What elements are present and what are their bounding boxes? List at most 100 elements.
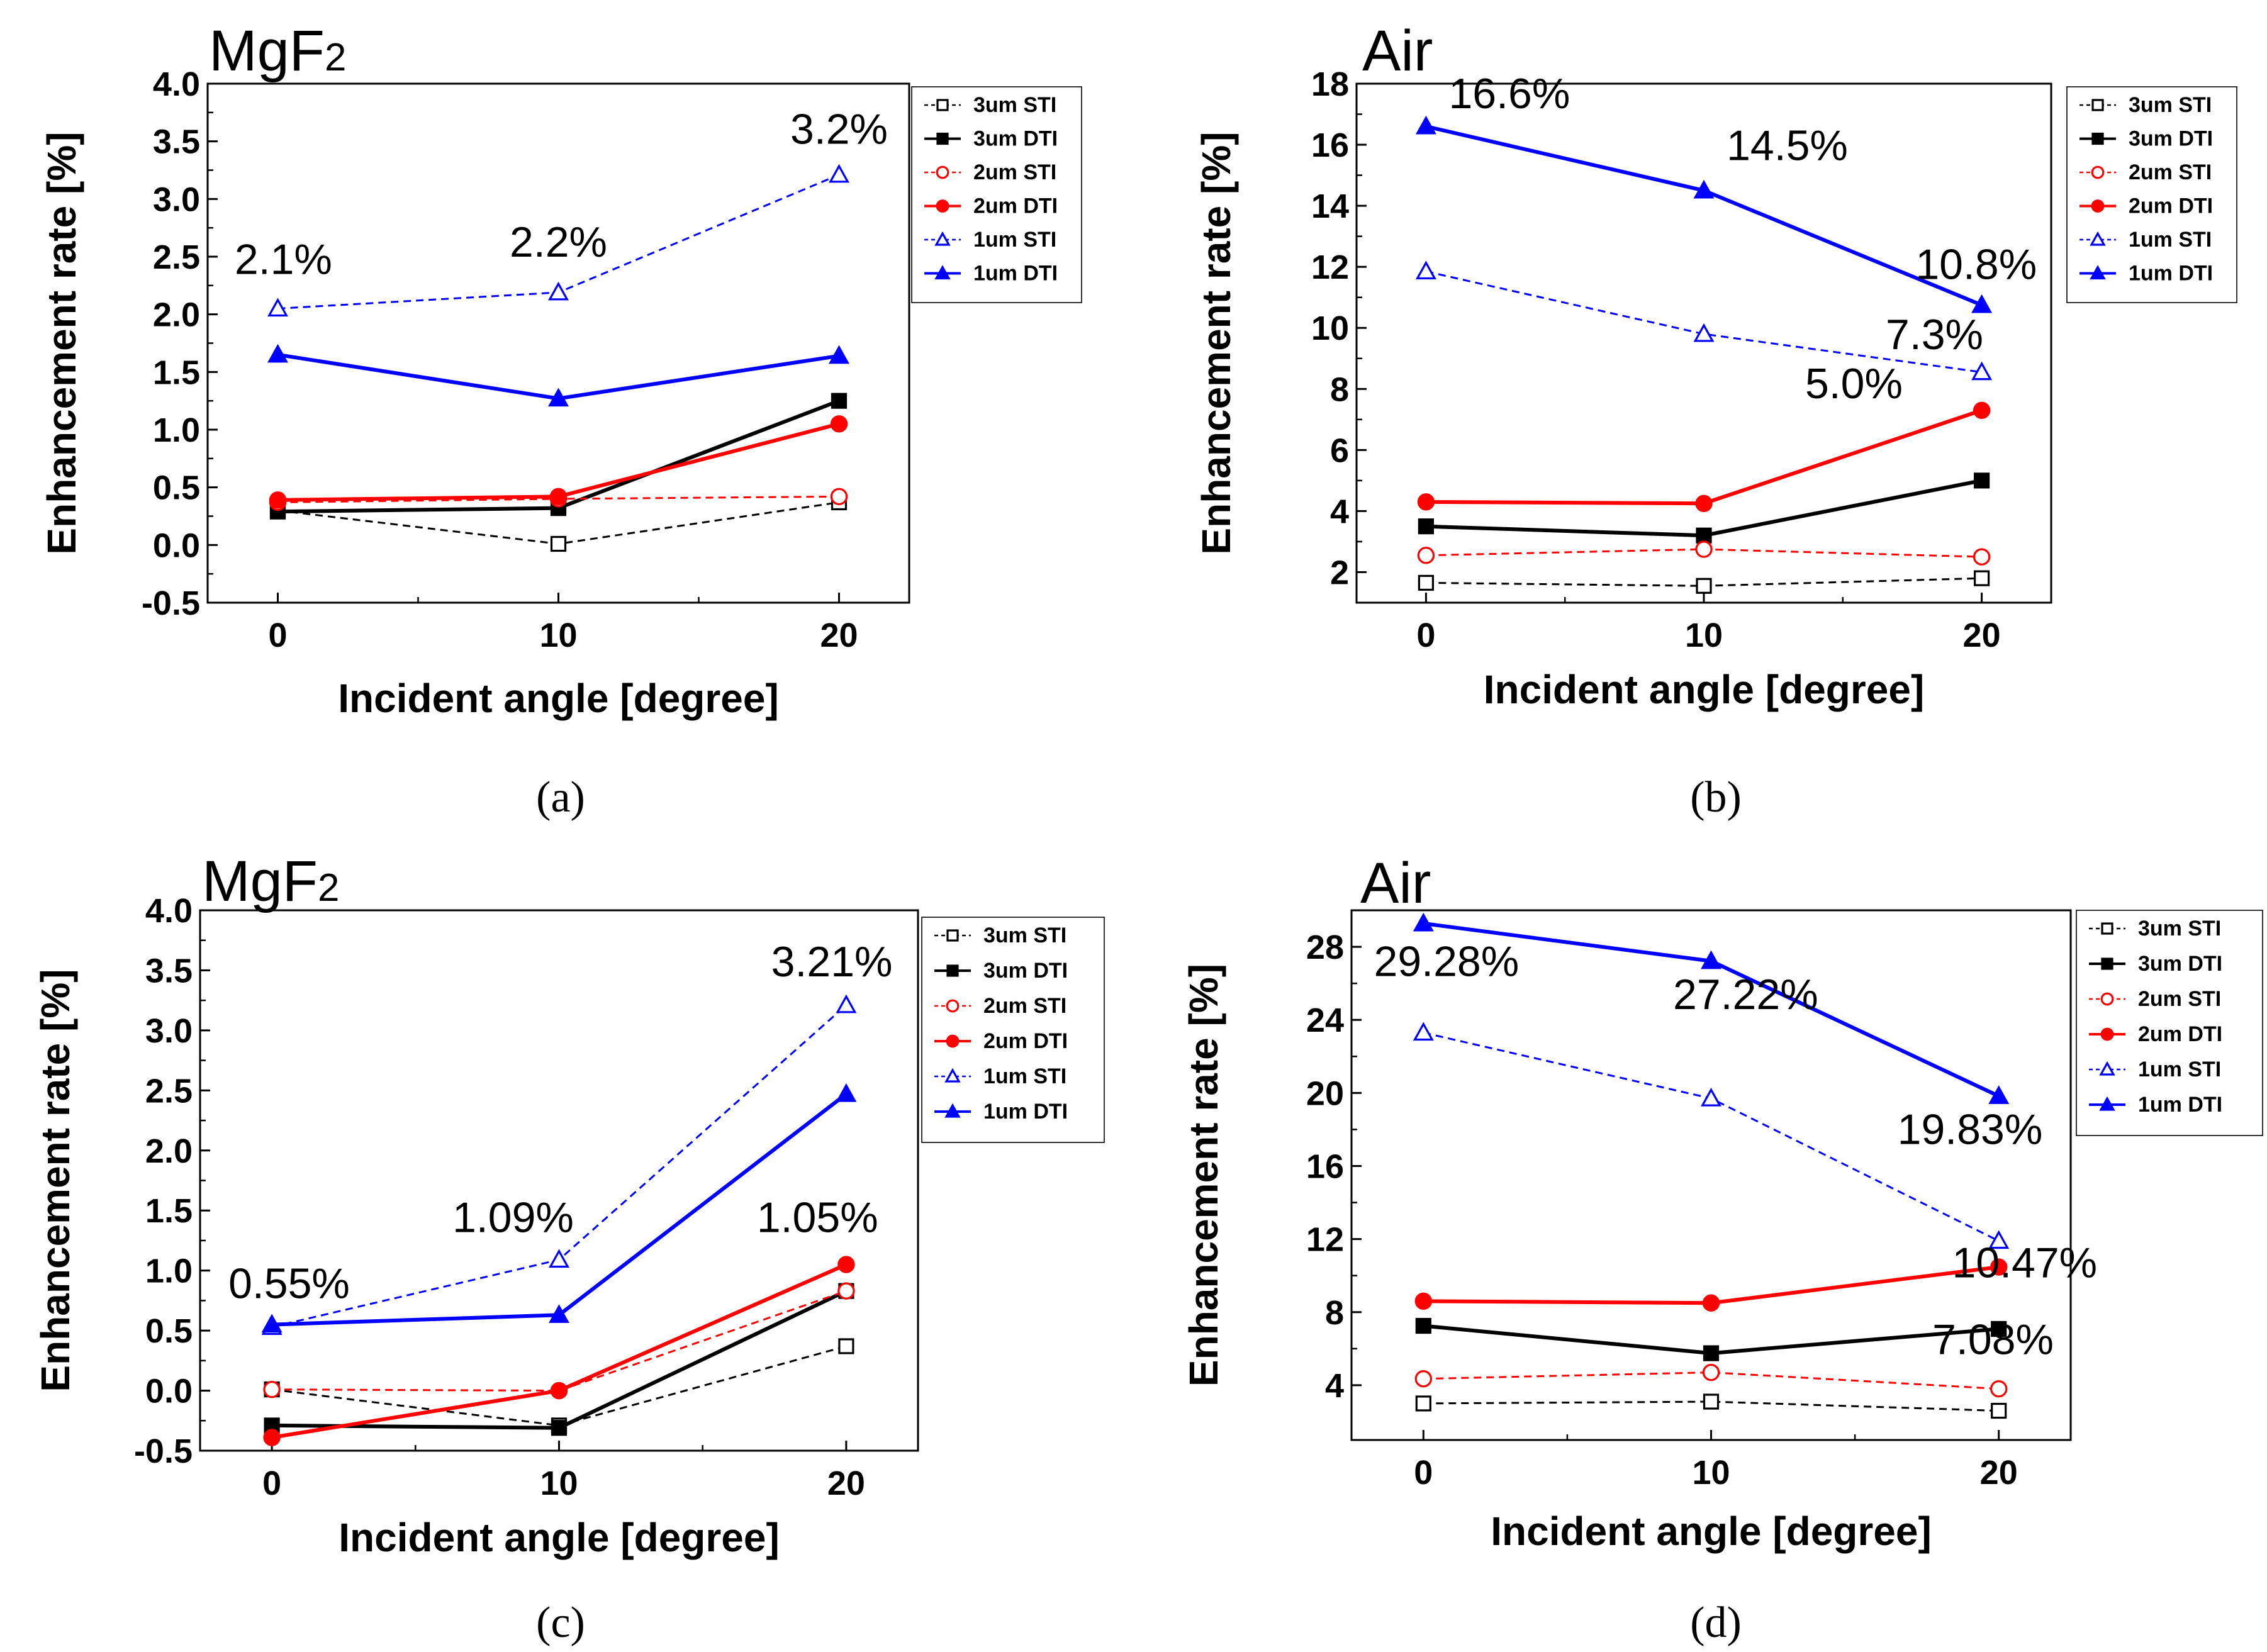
value-annotation: 19.83% — [1898, 1106, 2043, 1154]
data-point — [267, 298, 288, 317]
data-point — [263, 1429, 281, 1446]
data-point — [1413, 1022, 1434, 1041]
y-tick-label: 16 — [1311, 126, 1349, 164]
data-point — [1417, 547, 1435, 564]
data-point — [1696, 578, 1712, 594]
panel-caption: (a) — [536, 773, 585, 822]
series-1um-dti — [261, 1083, 857, 1333]
chart-title-subscript: 2 — [325, 36, 346, 79]
data-point — [549, 1304, 569, 1323]
value-annotation: 1.05% — [757, 1194, 878, 1242]
y-tick-label: 3.5 — [145, 952, 193, 990]
data-point — [1973, 548, 1991, 566]
chart-title-main: MgF — [209, 19, 325, 83]
data-point — [1703, 1393, 1720, 1410]
series-line — [1426, 270, 1982, 374]
series-3um-dti — [1418, 472, 1990, 544]
data-point — [829, 164, 849, 183]
data-point — [836, 1083, 857, 1102]
legend-label: 2um DTI — [983, 1029, 1068, 1053]
panel-caption: (b) — [1690, 773, 1742, 822]
legend-marker — [2100, 992, 2114, 1006]
y-axis-label: Enhancement rate [%] — [39, 131, 84, 554]
y-tick-label: 16 — [1306, 1147, 1344, 1185]
value-annotation: 16.6% — [1448, 70, 1570, 118]
y-tick-label: 1.5 — [153, 354, 200, 391]
legend-label: 3um STI — [2138, 917, 2221, 940]
panel-caption: (d) — [1690, 1599, 1742, 1647]
data-point — [263, 1380, 281, 1398]
y-tick-label: 1.0 — [145, 1253, 193, 1290]
y-tick-label: 1.5 — [145, 1192, 193, 1230]
x-tick-label: 20 — [827, 1465, 865, 1502]
chart-panel-c: -0.5 0.0 0.5 1.0 1.5 2.0 2.5 3.0 3.5 4.0 0 10 20 Inci… — [33, 849, 1105, 1647]
legend-label: 1um DTI — [973, 262, 1058, 286]
legend-marker — [946, 929, 959, 942]
data-point — [1417, 493, 1435, 511]
y-tick-label: 14 — [1311, 187, 1349, 225]
data-point — [1693, 323, 1715, 342]
value-annotation: 2.1% — [235, 236, 332, 284]
y-tick-label: 0.0 — [145, 1373, 193, 1410]
series-3um-dti — [1415, 1317, 2007, 1361]
legend-marker — [2101, 922, 2113, 935]
value-annotation: 7.3% — [1886, 311, 1983, 359]
value-annotation: 3.2% — [790, 105, 888, 153]
series-line — [1423, 1400, 1999, 1412]
y-tick-label: 18 — [1311, 65, 1349, 103]
data-point — [1988, 1230, 2010, 1249]
y-tick-label: 24 — [1306, 1002, 1344, 1039]
data-point — [550, 1381, 568, 1400]
chart-title: MgF2 — [202, 849, 339, 913]
data-point — [1974, 472, 1990, 489]
data-point — [1693, 179, 1715, 199]
legend-marker — [2090, 265, 2106, 280]
legend-label: 1um STI — [973, 228, 1056, 252]
data-point — [269, 491, 287, 509]
legend-label: 2um STI — [973, 160, 1056, 184]
y-tick-label: 28 — [1306, 929, 1344, 966]
legend-label: 1um STI — [983, 1064, 1066, 1088]
series-1um-dti — [267, 343, 849, 407]
legend-marker — [946, 999, 960, 1013]
legend-label: 2um DTI — [2129, 194, 2213, 218]
legend-label: 2um STI — [2138, 987, 2221, 1011]
legend-marker — [2091, 199, 2105, 213]
plot-frame — [206, 82, 910, 604]
data-point — [267, 343, 288, 363]
data-point — [1414, 1370, 1432, 1388]
data-point — [829, 345, 849, 364]
data-point — [1418, 518, 1434, 535]
y-tick-label: 4.0 — [153, 65, 200, 103]
x-axis-label: Incident angle [degree] — [339, 1515, 780, 1560]
x-tick-label: 20 — [1980, 1454, 2018, 1492]
x-tick-label: 0 — [1416, 617, 1435, 654]
chart-title-main: MgF — [202, 849, 318, 913]
series-1um-sti — [1413, 1022, 2010, 1249]
value-annotation: 1.09% — [452, 1194, 574, 1242]
value-annotation: 3.21% — [771, 938, 893, 986]
data-point — [261, 1314, 283, 1333]
data-point — [551, 1420, 568, 1436]
legend-label: 3um STI — [973, 93, 1056, 117]
y-tick-label: 2.0 — [153, 296, 200, 334]
data-point — [549, 488, 568, 506]
legend-marker — [944, 1068, 961, 1083]
chart-title-subscript: 2 — [318, 866, 339, 910]
legend: 3um STI 3um DTI 2um STI 2um DTI 1um STI 1um D… — [921, 917, 1105, 1143]
data-point — [1990, 1258, 2008, 1276]
legend-marker — [2100, 1027, 2114, 1041]
series-1um-dti — [1413, 912, 2010, 1104]
data-point — [838, 1338, 854, 1354]
series-2um-dti — [1417, 401, 1991, 512]
data-point — [1415, 1317, 1431, 1334]
legend-marker — [2091, 165, 2105, 179]
legend-marker — [2091, 132, 2104, 145]
y-tick-label: 4 — [1330, 493, 1349, 530]
series-2um-sti — [1417, 540, 1991, 566]
legend-label: 1um DTI — [2129, 262, 2213, 286]
legend-marker — [946, 1034, 960, 1048]
value-annotation: 7.08% — [1932, 1316, 2054, 1364]
series-1um-sti — [267, 164, 849, 317]
